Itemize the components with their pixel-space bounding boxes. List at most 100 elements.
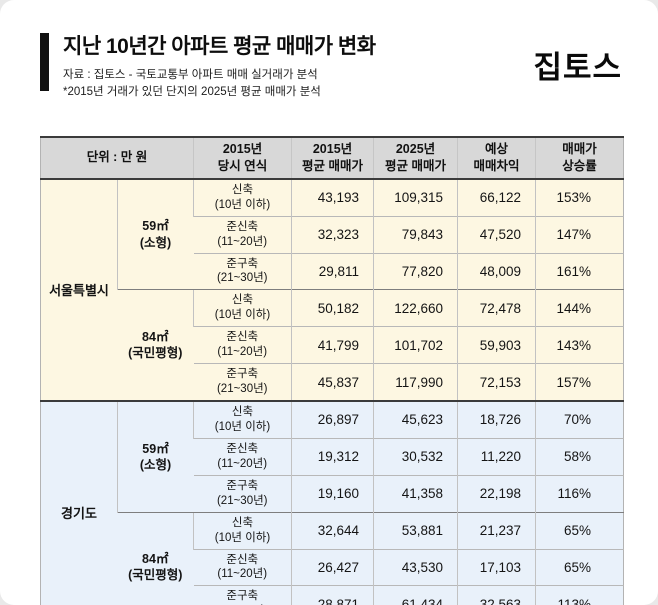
age-line: (21~30년) [216,383,268,396]
col-header-price-2025: 2025년 평균 매매가 [373,136,458,180]
age-line: 신축 [231,183,254,196]
age-cell: 준구축 (21~30년) [193,585,292,605]
gain-cell: 11,220 [457,437,536,476]
table-row: 84㎡ (국민평형) 신축 (10년 이하) 50,182 122,660 72… [41,289,624,402]
price-2025-cell: 45,623 [373,400,458,439]
size-line: (소형) [139,457,172,472]
age-line: 준구축 [226,257,259,270]
rate-cell: 153% [535,177,624,217]
size-cell: 59㎡ (소형) [117,400,194,513]
price-2025-cell: 43,530 [373,548,458,586]
table-row: 준신축 (11~20년) 19,312 30,532 11,220 58% [41,437,624,476]
age-line: 준구축 [226,590,259,603]
gain-cell: 18,726 [457,400,536,439]
age-line: (11~20년) [217,346,268,359]
col-header-build-year: 2015년 당시 연식 [193,136,292,180]
age-line: (10년 이하) [214,309,271,322]
size-line: (국민평형) [128,568,183,583]
col-header-line: 매매차익 [473,158,520,173]
col-header-increase-rate: 매매가 상승률 [535,136,624,180]
age-line: (11~20년) [217,568,268,581]
col-header-line: 예상 [484,142,508,157]
gain-cell: 72,478 [457,289,536,327]
size-cell: 59㎡ (소형) [117,177,194,290]
rate-cell: 157% [535,363,624,402]
rate-cell: 65% [535,548,624,586]
analysis-note: *2015년 거래가 있던 단지의 2025년 평균 매매가 분석 [63,86,321,99]
table-row: 준구축 (21~30년) 29,811 77,820 48,009 161% [41,252,624,290]
col-header-line: 평균 매매가 [302,158,363,173]
price-2025-cell: 79,843 [373,215,458,254]
size-cell: 84㎡ (국민평형) [117,289,194,402]
age-line: (11~20년) [217,235,268,248]
age-line: 준구축 [226,368,259,381]
gain-cell: 59,903 [457,326,536,364]
size-line: (국민평형) [128,346,183,361]
col-header-price-2015: 2015년 평균 매매가 [291,136,374,180]
table-header-row: 단위 : 만 원 2015년 당시 연식 2015년 평균 매매가 2025년 … [40,136,624,180]
rate-cell: 113% [535,585,624,605]
rate-cell: 144% [535,289,624,327]
age-cell: 준구축 (21~30년) [193,252,292,290]
price-2015-cell: 26,427 [291,548,374,586]
age-cell: 신축 (10년 이하) [193,400,292,439]
rate-cell: 65% [535,511,624,550]
size-line: (소형) [139,235,172,250]
price-2015-cell: 19,160 [291,474,374,513]
gain-cell: 22,198 [457,474,536,513]
ziptoss-logo: 집토스 [533,50,622,85]
age-line: 준구축 [226,479,259,492]
gain-cell: 17,103 [457,548,536,586]
age-line: (11~20년) [217,457,268,470]
table-row: 경기도 59㎡ (소형) 신축 (10년 이하) 26,897 45,623 1… [40,400,624,605]
price-2025-cell: 53,881 [373,511,458,550]
unit-label: 단위 : 만 원 [40,136,194,180]
region-cell: 경기도 [40,400,118,605]
price-2025-cell: 109,315 [373,177,458,217]
col-header-line: 2025년 [395,142,436,157]
price-2025-cell: 41,358 [373,474,458,513]
col-header-line: 2015년 [222,142,263,157]
region-cell: 서울특별시 [40,177,118,402]
table-row: 준구축 (21~30년) 45,837 117,990 72,153 157% [41,363,624,402]
price-2015-cell: 32,323 [291,215,374,254]
age-line: (10년 이하) [214,531,271,544]
price-2015-cell: 43,193 [291,177,374,217]
price-2015-cell: 32,644 [291,511,374,550]
age-line: (10년 이하) [214,198,271,211]
price-2015-cell: 19,312 [291,437,374,476]
gain-cell: 32,563 [457,585,536,605]
table-row: 서울특별시 59㎡ (소형) 신축 (10년 이하) 43,193 109,31… [40,177,624,402]
size-line: 84㎡ [142,552,169,567]
rate-cell: 161% [535,252,624,290]
page-title: 지난 10년간 아파트 평균 매매가 변화 [63,35,376,58]
col-header-expected-gain: 예상 매매차익 [457,136,536,180]
price-2015-cell: 28,871 [291,585,374,605]
age-line: 준신축 [226,331,259,344]
age-cell: 신축 (10년 이하) [193,177,292,217]
table-row: 준구축 (21~30년) 28,871 61,434 32,563 113% [41,585,624,605]
col-header-line: 상승률 [562,158,597,173]
price-2025-cell: 30,532 [373,437,458,476]
rate-cell: 116% [535,474,624,513]
age-cell: 준신축 (11~20년) [193,548,292,586]
col-header-line: 매매가 [562,142,597,157]
table-row: 준신축 (11~20년) 32,323 79,843 47,520 147% [41,215,624,254]
rate-cell: 70% [535,400,624,439]
size-cell: 84㎡ (국민평형) [117,511,194,605]
size-line: 84㎡ [142,329,169,344]
age-line: 준신축 [226,442,259,455]
rate-cell: 143% [535,326,624,364]
age-line: (10년 이하) [214,420,271,433]
age-line: 신축 [231,294,254,307]
price-2025-cell: 77,820 [373,252,458,290]
gain-cell: 72,153 [457,363,536,402]
age-cell: 준신축 (11~20년) [193,326,292,364]
age-line: 준신축 [226,553,259,566]
price-2025-cell: 101,702 [373,326,458,364]
header-area: 지난 10년간 아파트 평균 매매가 변화 자료 : 집토스 - 국토교통부 아… [40,30,622,102]
age-line: 준신축 [226,220,259,233]
size-line: 59㎡ [142,441,169,456]
gain-cell: 21,237 [457,511,536,550]
age-line: (21~30년) [216,494,268,507]
